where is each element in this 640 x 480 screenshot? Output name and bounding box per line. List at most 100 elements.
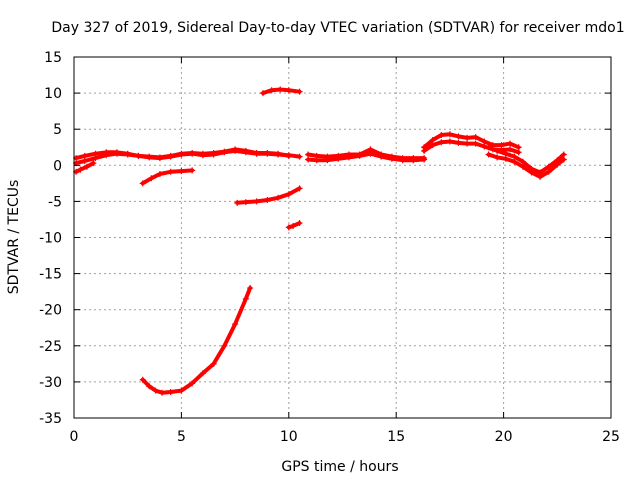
data-point [275,194,282,201]
data-point [472,140,479,147]
chart-title: Day 327 of 2019, Sidereal Day-to-day VTE… [51,20,624,36]
data-point [103,152,110,159]
series-line [235,186,302,205]
data-point [296,153,303,160]
data-point [92,155,99,162]
data-point [242,295,249,302]
data-point [232,321,239,328]
axis-ticks: 0 5 10 15 20 25 15 10 5 0 -5 -10 -15 -20 -25 -30 -35 [39,50,620,445]
y-tick-label: -35 [39,411,62,427]
data-point [519,163,526,170]
data-point [113,150,120,157]
data-point [253,150,260,157]
x-tick-label: 20 [495,429,513,445]
data-point [502,155,509,162]
data-point [139,376,146,383]
y-tick-label: 10 [44,86,62,102]
data-point [139,180,146,187]
y-tick-label: -25 [39,339,62,355]
y-tick-label: -10 [39,231,62,247]
data-point [545,163,552,170]
data-point [81,152,88,159]
data-point [83,163,90,170]
data-point [515,144,522,151]
data-point [511,158,518,165]
data-point [242,199,249,206]
data-point [135,152,142,159]
data-point [178,150,185,157]
x-tick-label: 0 [70,429,79,445]
data-point [77,166,84,173]
y-axis-label: SDTVAR / TECUs [6,180,22,295]
data-point [464,140,471,147]
data-point [481,143,488,150]
series-line [486,152,566,179]
data-point [446,131,453,138]
series-arc-14 [486,152,566,179]
data-point [438,139,445,146]
data-point [285,224,292,231]
data-point [378,153,385,160]
data-point [189,167,196,174]
y-tick-label: -20 [39,303,62,319]
data-point [528,169,535,176]
data-point [356,152,363,159]
data-point [481,138,488,145]
y-tick-label: 15 [44,50,62,66]
x-tick-label: 5 [177,429,186,445]
data-point [178,168,185,175]
data-point [81,157,88,164]
data-point [277,86,284,93]
data-point [221,342,228,349]
data-point [335,155,342,162]
data-point [210,150,217,157]
data-point [494,147,501,154]
data-point [455,133,462,140]
data-point [515,149,522,156]
data-point [511,153,518,160]
y-tick-label: -30 [39,375,62,391]
data-point [446,138,453,145]
data-point [167,152,174,159]
data-point [296,185,303,192]
data-point [268,87,275,94]
data-point [429,142,436,149]
data-point [388,155,395,162]
data-point [285,152,292,159]
data-point [429,137,436,144]
data-point [399,157,406,164]
series-arc-6 [235,186,302,205]
series-arc-5 [140,286,253,395]
x-tick-label: 25 [602,429,620,445]
data-point [410,157,417,164]
data-point [189,380,196,387]
data-point [275,150,282,157]
data-point [345,154,352,161]
data-point [242,147,249,154]
data-point [485,151,492,158]
data-point [305,151,312,158]
data-point [146,153,153,160]
data-point [90,160,97,167]
data-point [560,156,567,163]
y-tick-label: 5 [53,122,62,138]
data-point [296,220,303,227]
series-line [140,286,253,395]
data-point [502,150,509,157]
data-point [545,168,552,175]
data-point [464,134,471,141]
data-point [285,191,292,198]
data-point [221,148,228,155]
data-point [167,168,174,175]
data-point [290,222,297,229]
x-tick-label: 15 [387,429,405,445]
data-point [560,151,567,158]
data-point [498,142,505,149]
data-point [296,88,303,95]
data-point [167,389,174,396]
data-point [494,154,501,161]
data-point [455,139,462,146]
data-point [507,146,514,153]
data-point [285,87,292,94]
